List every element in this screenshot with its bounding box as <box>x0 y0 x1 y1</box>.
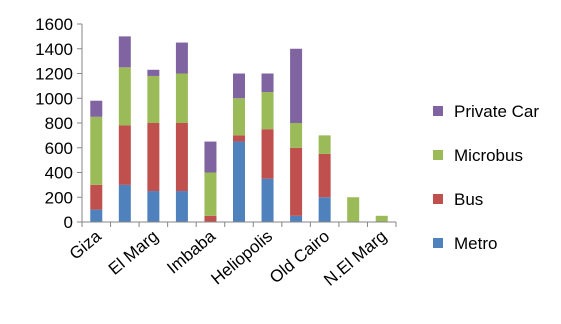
bar-segment-private-car <box>261 73 274 93</box>
x-category-label: El Marg <box>105 227 162 279</box>
bar-segment-microbus <box>175 73 188 123</box>
x-category-label: Heliopolis <box>207 227 276 289</box>
bar-segment-bus <box>118 125 131 185</box>
bar-segment-bus <box>290 147 303 216</box>
y-tick-label: 1200 <box>35 65 73 84</box>
bar-segment-metro <box>318 197 331 222</box>
legend-swatch-metro <box>433 238 443 248</box>
bar-segment-private-car <box>175 42 188 74</box>
bar-segment-bus <box>233 135 245 142</box>
bar-segment-microbus <box>290 123 303 148</box>
y-axis: 0 200 400 600 800 1000 1200 1400 1600 <box>35 15 83 232</box>
legend-label-private-car: Private Car <box>454 102 539 121</box>
bar-segment-metro <box>147 191 160 222</box>
bar-segment-bus <box>90 184 103 210</box>
bar-segment-bus <box>318 153 331 198</box>
bar-segment-private-car <box>290 48 303 123</box>
bar-segment-private-car <box>204 141 217 173</box>
bar-segment-metro <box>290 215 303 222</box>
bar-segment-microbus <box>233 98 245 136</box>
bar-segment-microbus <box>318 135 331 154</box>
y-tick-label: 1400 <box>35 40 73 59</box>
legend-label-bus: Bus <box>454 190 483 209</box>
bar-segment-microbus <box>375 215 388 222</box>
legend-swatch-microbus <box>433 150 443 160</box>
y-tick-label: 600 <box>45 139 73 158</box>
bar-segment-metro <box>233 141 245 222</box>
bar-segment-private-car <box>233 73 245 99</box>
bar-segment-microbus <box>118 67 131 126</box>
legend: Private Car Microbus Bus Metro <box>433 102 539 253</box>
legend-label-microbus: Microbus <box>454 146 523 165</box>
bar-segment-bus <box>175 123 188 192</box>
y-tick-label: 1000 <box>35 89 73 108</box>
bar-segment-metro <box>90 209 103 222</box>
bar-segment-private-car <box>147 69 160 76</box>
bar-segment-metro <box>261 178 274 222</box>
bar-segment-microbus <box>147 75 160 123</box>
legend-label-metro: Metro <box>454 234 497 253</box>
legend-swatch-bus <box>433 194 443 204</box>
x-category-label: N.El Marg <box>320 227 390 290</box>
bar-segment-metro <box>175 191 188 222</box>
bar-segment-private-car <box>90 100 103 117</box>
bars <box>90 36 388 222</box>
bar-segment-bus <box>261 129 274 179</box>
legend-swatch-private-car <box>433 106 443 116</box>
bar-segment-microbus <box>261 92 274 130</box>
y-tick-label: 0 <box>64 213 73 232</box>
bar-segment-private-car <box>118 36 131 68</box>
y-tick-label: 400 <box>45 164 73 183</box>
bar-segment-bus <box>204 215 217 222</box>
bar-segment-microbus <box>204 172 217 216</box>
bar-segment-microbus <box>90 116 103 185</box>
y-tick-label: 800 <box>45 114 73 133</box>
bar-segment-microbus <box>347 197 360 222</box>
bar-segment-metro <box>118 184 131 222</box>
y-tick-label: 1600 <box>35 15 73 34</box>
bar-segment-bus <box>147 123 160 192</box>
y-tick-label: 200 <box>45 188 73 207</box>
